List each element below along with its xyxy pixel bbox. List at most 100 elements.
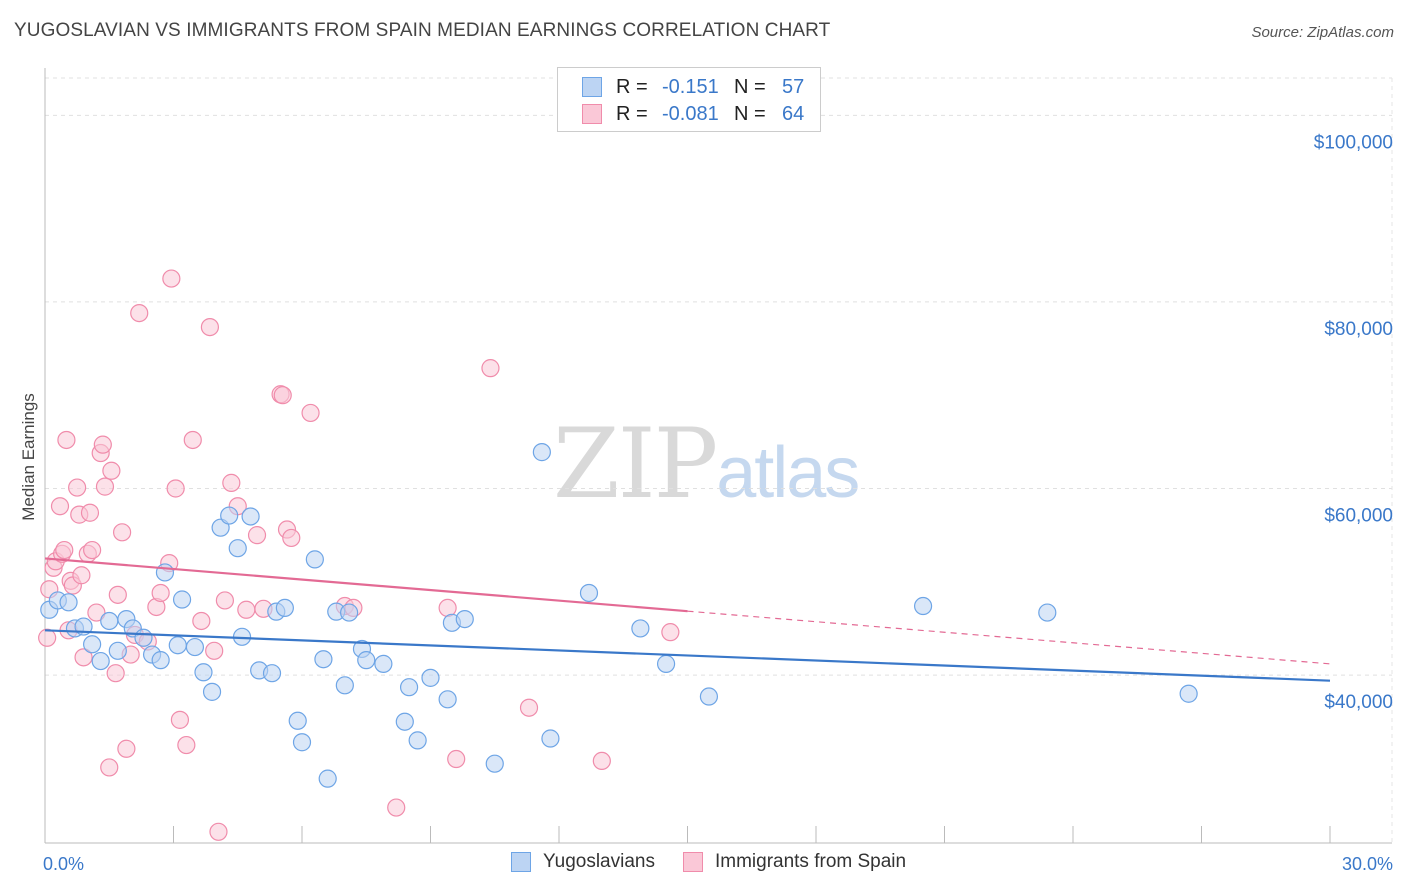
watermark: ZIPatlas [553,408,860,520]
point-immigrants-from-spain [301,403,320,423]
point-immigrants-from-spain [222,473,241,492]
point-immigrants-from-spain [95,477,115,496]
point-immigrants-from-spain [481,359,500,378]
y-tick-label: $60,000 [1324,505,1393,526]
point-yugoslavian [631,619,650,638]
trend-line-yugoslavians [44,629,1331,682]
point-yugoslavian [194,663,213,682]
point-immigrants-from-spain [106,664,125,683]
point-yugoslavian [108,641,127,660]
watermark-atlas: atlas [716,433,860,513]
point-immigrants-from-spain [72,566,91,585]
point-yugoslavian [151,651,170,670]
point-immigrants-from-spain [166,479,185,498]
series-legend: Yugoslavians Immigrants from Spain [511,851,934,873]
point-yugoslavian [288,711,307,730]
point-yugoslavian [318,769,337,788]
point-immigrants-from-spain [519,698,539,717]
point-immigrants-from-spain [183,430,202,450]
legend-n-label: N = [734,75,766,98]
grid-lines [45,77,1393,843]
legend-row-yugoslavians: R = -0.151 N = 57 [582,75,804,99]
x-tick-label: 0.0% [43,854,84,874]
tick-labels: $40,000 $60,000 $80,000 $100,000 0.0% 30.0% [43,132,1393,874]
point-yugoslavian [262,664,282,683]
point-yugoslavian [275,598,294,618]
x-tick-label: 30.0% [1342,854,1393,874]
point-yugoslavian [656,654,676,673]
legend-label-yugoslavians: Yugoslavians [543,851,655,872]
axes [44,68,1392,844]
point-yugoslavian [455,609,474,629]
point-yugoslavian [1179,684,1198,703]
point-yugoslavian [202,682,222,701]
point-immigrants-from-spain [50,497,70,516]
point-yugoslavian [314,650,333,669]
source-label: Source: ZipAtlas.com [1251,24,1394,41]
point-yugoslavian [1038,603,1057,622]
point-yugoslavian [292,733,312,752]
point-yugoslavian [220,506,239,525]
point-yugoslavian [913,596,933,616]
point-immigrants-from-spain [237,600,256,619]
point-yugoslavian [59,593,78,612]
point-yugoslavian [155,563,175,582]
legend-item-yugoslavians: Yugoslavians [511,851,655,873]
point-immigrants-from-spain [200,317,220,337]
point-yugoslavian [357,651,376,670]
legend-n-value: 57 [782,75,805,98]
point-yugoslavian [340,603,359,622]
point-immigrants-from-spain [80,503,100,522]
point-yugoslavian [134,628,153,647]
point-immigrants-from-spain [387,798,406,817]
point-immigrants-from-spain [215,591,234,610]
legend-r-label: R = [616,75,648,98]
watermark-zip: ZIP [553,408,718,520]
point-immigrants-from-spain [273,386,292,405]
point-immigrants-from-spain [170,710,190,729]
point-immigrants-from-spain [100,758,119,777]
point-yugoslavian [485,754,504,773]
point-immigrants-from-spain [83,540,102,560]
point-yugoslavian [421,668,440,687]
point-immigrants-from-spain [661,623,680,642]
legend-swatch-blue [582,77,602,97]
correlation-legend: R = -0.151 N = 57 R = -0.081 N = 64 [557,67,821,132]
legend-n-value: 64 [782,102,805,125]
point-immigrants-from-spain [438,598,457,618]
point-immigrants-from-spain [87,603,106,622]
point-immigrants-from-spain [38,628,57,647]
point-yugoslavian [532,443,551,462]
point-immigrants-from-spain [57,430,76,450]
point-immigrants-from-spain [282,528,301,548]
point-immigrants-from-spain [117,739,136,758]
point-immigrants-from-spain [592,751,611,771]
point-immigrants-from-spain [74,648,93,667]
legend-r-value: -0.081 [662,102,719,125]
series-yugoslavians [40,443,1198,788]
point-immigrants-from-spain [102,461,121,480]
point-immigrants-from-spain [55,540,74,560]
point-yugoslavian [172,590,192,609]
trend-line-immigrants-from-spain [44,557,688,613]
legend-item-immigrants-from-spain: Immigrants from Spain [682,851,907,873]
point-yugoslavian [335,676,354,695]
point-immigrants-from-spain [130,303,149,323]
point-immigrants-from-spain [151,583,170,603]
series-immigrants-from-spain [38,269,680,841]
point-immigrants-from-spain [192,611,211,631]
point-yugoslavian [228,539,247,558]
legend-swatch-blue [511,852,531,872]
trend-lines [44,557,1331,682]
point-yugoslavian [395,712,414,731]
point-immigrants-from-spain [108,585,127,604]
legend-label-immigrants-from-spain: Immigrants from Spain [714,851,907,872]
point-immigrants-from-spain [162,269,181,288]
point-yugoslavian [185,637,205,657]
point-yugoslavian [541,729,560,748]
legend-r-value: -0.151 [662,75,719,98]
point-yugoslavian [241,507,260,526]
point-yugoslavian [579,583,599,603]
trend-line-immigrants-from-spain-extension [687,610,1331,665]
legend-r-label: R = [616,102,648,125]
